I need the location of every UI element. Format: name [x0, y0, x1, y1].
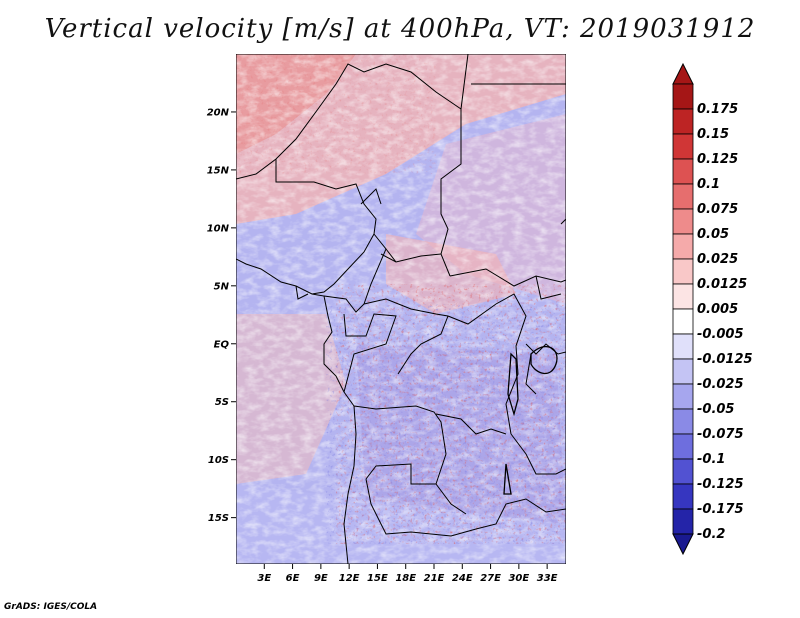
north-speckle: [236, 54, 436, 174]
colorbar-label: -0.125: [697, 477, 744, 492]
lat-tick-label: 20N: [207, 107, 230, 118]
colorbar-swatch: [672, 358, 694, 385]
colorbar-swatch: [672, 433, 694, 460]
colorbar-label: 0.005: [697, 302, 738, 317]
colorbar-label: 0.0125: [697, 277, 747, 292]
lat-tick-label: 5N: [214, 281, 230, 292]
lon-tick-label: 24E: [452, 573, 473, 584]
lon-tick-label: 21E: [424, 573, 445, 584]
lon-tick-label: 33E: [537, 573, 558, 584]
lakes: [503, 345, 558, 495]
colorbar-swatch: [672, 108, 694, 135]
lon-tick-label: 3E: [257, 573, 271, 584]
colorbar-label: -0.005: [697, 327, 744, 342]
colorbar-label: 0.075: [697, 202, 738, 217]
lat-tick-label: EQ: [214, 339, 230, 350]
colorbar-swatch: [672, 258, 694, 285]
country-borders: [236, 54, 566, 564]
colorbar-top-arrow: [672, 62, 694, 85]
colorbar-swatch: [672, 508, 694, 535]
colorbar-label: 0.05: [697, 227, 729, 242]
colorbar-label: 0.15: [697, 127, 729, 142]
colorbar-swatch: [672, 133, 694, 160]
velocity-map: [236, 54, 566, 564]
lon-tick-label: 30E: [508, 573, 529, 584]
colorbar-label: -0.175: [697, 502, 744, 517]
colorbar-swatch: [672, 208, 694, 235]
chart-title: Vertical velocity [m/s] at 400hPa, VT: 2…: [44, 14, 756, 44]
colorbar-swatch: [672, 333, 694, 360]
lon-tick-label: 15E: [367, 573, 388, 584]
colorbar-label: -0.05: [697, 402, 734, 417]
colorbar-label: -0.0125: [697, 352, 753, 367]
colorbar-label: 0.175: [697, 102, 738, 117]
colorbar-swatch: [672, 283, 694, 310]
colorbar-swatch: [672, 183, 694, 210]
lat-tick-label: 10N: [207, 223, 230, 234]
colorbar-swatch: [672, 83, 694, 110]
colorbar-label: 0.025: [697, 252, 738, 267]
lon-tick-label: 6E: [286, 573, 300, 584]
lat-tick-label: 5S: [215, 397, 229, 408]
lat-tick-label: 15N: [207, 165, 230, 176]
lon-tick-label: 12E: [339, 573, 360, 584]
lat-tick-label: 15S: [208, 513, 229, 524]
colorbar-bottom-arrow: [672, 533, 694, 556]
grads-credit: GrADS: IGES/COLA: [4, 602, 98, 612]
colorbar-swatch: [672, 483, 694, 510]
lat-tick-label: 10S: [208, 455, 229, 466]
colorbar-label: -0.075: [697, 427, 744, 442]
colorbar-label: -0.025: [697, 377, 744, 392]
colorbar: 0.175 0.15 0.125 0.1 0.075 0.05 0.025 0.0125 0.0…: [672, 62, 753, 556]
colorbar-swatch: [672, 308, 694, 335]
colorbar-swatch: [672, 458, 694, 485]
colorbar-label: 0.1: [697, 177, 720, 192]
colorbar-swatch: [672, 383, 694, 410]
colorbar-label: 0.125: [697, 152, 738, 167]
colorbar-label: -0.1: [697, 452, 725, 467]
lon-tick-label: 9E: [314, 573, 328, 584]
colorbar-swatch: [672, 408, 694, 435]
colorbar-swatch: [672, 158, 694, 185]
lon-tick-label: 18E: [395, 573, 416, 584]
lon-tick-label: 27E: [480, 573, 501, 584]
colorbar-swatch: [672, 233, 694, 260]
colorbar-label: -0.2: [697, 527, 725, 542]
